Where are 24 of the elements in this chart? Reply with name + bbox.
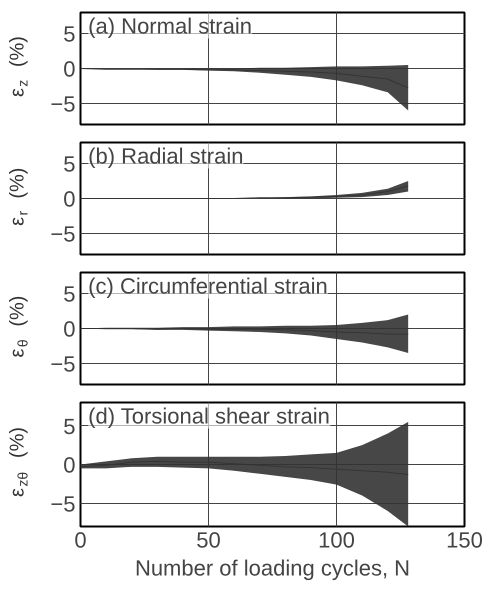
- y-tick-label: 0: [63, 56, 76, 82]
- x-tick-label: 100: [318, 528, 355, 552]
- y-tick-label: 5: [63, 414, 76, 439]
- y-tick-label: 5: [63, 152, 76, 176]
- chart-title: (b) Radial strain: [88, 144, 244, 168]
- y-tick-label: −5: [50, 491, 76, 516]
- y-axis-title: εθ (%): [6, 296, 30, 358]
- y-tick-label: 5: [63, 282, 76, 306]
- x-axis-title: Number of loading cycles, N: [134, 556, 410, 580]
- y-tick-label: −5: [50, 352, 76, 376]
- y-axis-title: εz (%): [6, 36, 30, 98]
- y-tick-label: 0: [63, 316, 76, 342]
- chart-title: (d) Torsional shear strain: [88, 404, 330, 428]
- y-tick-label: 0: [63, 452, 76, 478]
- y-tick-label: 0: [63, 186, 76, 212]
- x-tick-label: 150: [446, 528, 483, 552]
- y-tick-label: −5: [50, 92, 76, 116]
- x-tick-label: 50: [196, 528, 221, 552]
- y-axis-title: εr (%): [6, 168, 30, 226]
- y-axis-title: εzθ (%): [6, 426, 30, 497]
- chart-title: (a) Normal strain: [88, 14, 252, 38]
- y-tick-label: 5: [63, 22, 76, 46]
- y-tick-label: −5: [50, 222, 76, 246]
- chart-title: (c) Circumferential strain: [88, 274, 328, 298]
